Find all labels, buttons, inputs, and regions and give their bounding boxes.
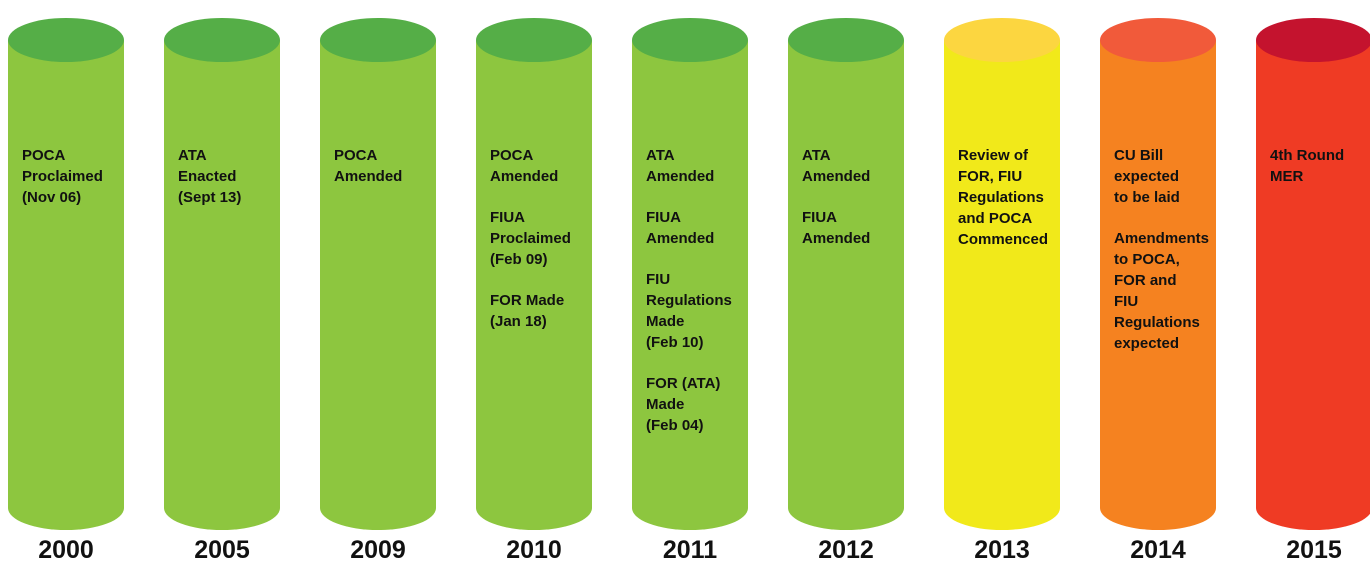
cylinder-top [788, 18, 904, 62]
note-line: to be laid [1114, 189, 1180, 206]
cylinder-body [164, 40, 280, 508]
year-label: 2010 [506, 536, 562, 564]
note-line: FOR Made [490, 292, 564, 309]
note-line: CU Bill [1114, 147, 1163, 164]
cylinder-body [632, 40, 748, 508]
note-line: FIUA [802, 209, 837, 226]
note-line: Amended [646, 168, 714, 185]
note-line: POCA [490, 147, 534, 164]
note-line: (Jan 18) [490, 313, 547, 330]
cylinder-body [1256, 40, 1370, 508]
note-line: POCA [334, 147, 378, 164]
note-line: Enacted [178, 168, 236, 185]
note-line: Amendments [1114, 230, 1209, 247]
note-line: (Feb 09) [490, 251, 548, 268]
note-line: Amended [490, 168, 558, 185]
cylinder-top [1100, 18, 1216, 62]
note-line: (Nov 06) [22, 189, 81, 206]
note-line: Commenced [958, 231, 1048, 248]
note-line: (Feb 04) [646, 417, 704, 434]
note-line: Made [646, 313, 684, 330]
note-line: MER [1270, 168, 1304, 185]
note-line: and POCA [958, 210, 1032, 227]
note-line: expected [1114, 335, 1179, 352]
cylinder-top [1256, 18, 1370, 62]
note-line: expected [1114, 168, 1179, 185]
note-line: Review of [958, 147, 1029, 164]
year-label: 2011 [663, 536, 717, 564]
year-label: 2014 [1130, 536, 1186, 564]
year-label: 2000 [38, 536, 94, 564]
note-line: FOR and [1114, 272, 1177, 289]
cylinder-body [788, 40, 904, 508]
note-line: FIU [646, 271, 670, 288]
year-label: 2009 [350, 536, 406, 564]
note-line: Regulations [1114, 314, 1200, 331]
note-line: POCA [22, 147, 66, 164]
note-line: Regulations [958, 189, 1044, 206]
cylinder-top [164, 18, 280, 62]
note-line: to POCA, [1114, 251, 1180, 268]
note-line: FIUA [646, 209, 681, 226]
note-line: 4th Round [1270, 147, 1344, 164]
year-label: 2012 [818, 536, 874, 564]
note-line: Amended [802, 168, 870, 185]
cylinder-body [8, 40, 124, 508]
note-line: FIU [1114, 293, 1138, 310]
note-line: Proclaimed [22, 168, 103, 185]
year-label: 2013 [974, 536, 1030, 564]
note-line: ATA [802, 147, 831, 164]
cylinder-body [476, 40, 592, 508]
cylinder-body [1100, 40, 1216, 508]
note-line: ATA [178, 147, 207, 164]
note-line: (Sept 13) [178, 189, 241, 206]
cylinder-body [944, 40, 1060, 508]
note-line: FOR, FIU [958, 168, 1022, 185]
year-label: 2015 [1286, 536, 1342, 564]
note-line: ATA [646, 147, 675, 164]
cylinder-top [320, 18, 436, 62]
note-line: Proclaimed [490, 230, 571, 247]
year-label: 2005 [194, 536, 250, 564]
cylinder-top [8, 18, 124, 62]
cylinder-top [632, 18, 748, 62]
note-line: (Feb 10) [646, 334, 704, 351]
note-line: Amended [646, 230, 714, 247]
note-line: Regulations [646, 292, 732, 309]
note-line: Made [646, 396, 684, 413]
cylinder-top [476, 18, 592, 62]
note-line: Amended [334, 168, 402, 185]
cylinder-body [320, 40, 436, 508]
cylinder-top [944, 18, 1060, 62]
note-line: Amended [802, 230, 870, 247]
note-line: FIUA [490, 209, 525, 226]
note-line: FOR (ATA) [646, 375, 720, 392]
